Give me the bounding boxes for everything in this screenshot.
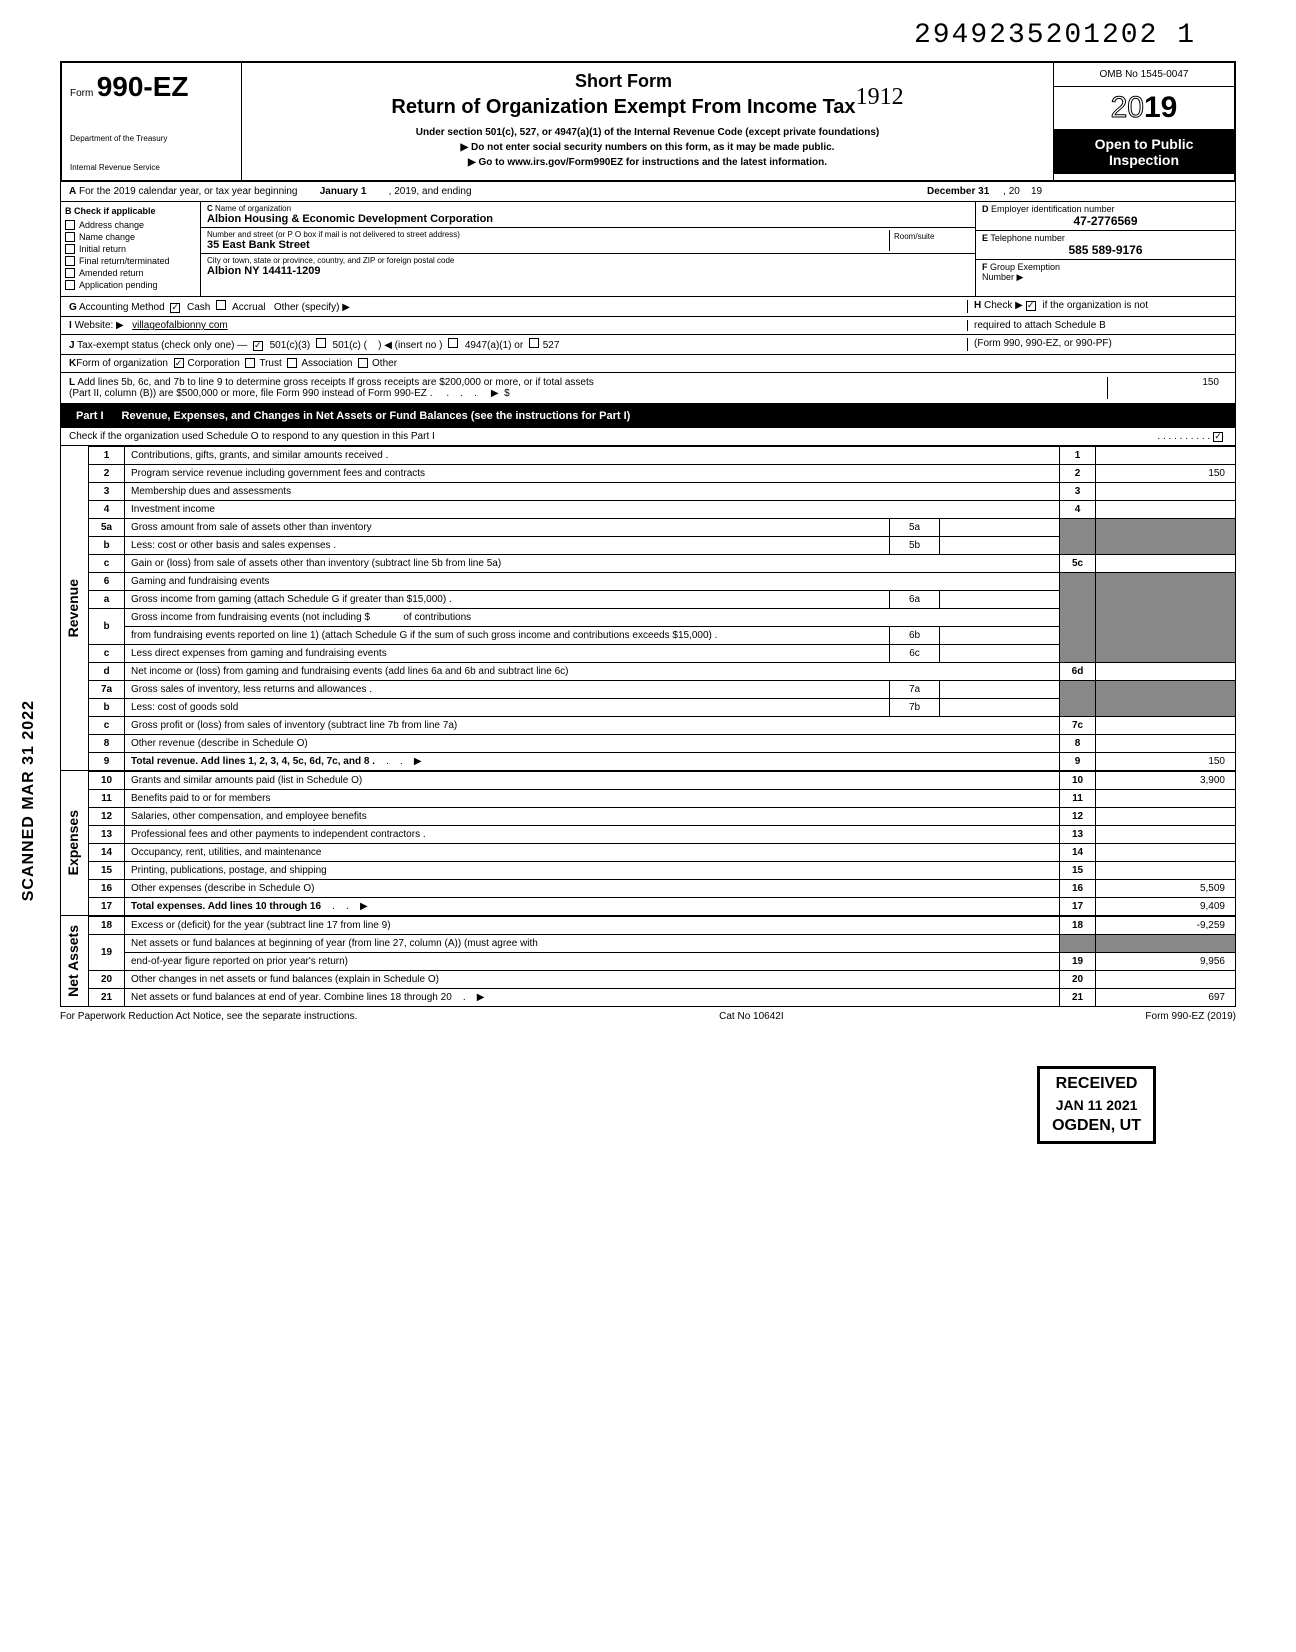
return-title: Return of Organization Exempt From Incom… <box>391 96 855 119</box>
netassets-label: Net Assets <box>63 921 87 1001</box>
received-stamp: RECEIVED JAN 11 2021 OGDEN, UT <box>1037 1066 1156 1144</box>
open-public-1: Open to Public <box>1060 136 1228 152</box>
chk-assoc[interactable] <box>287 358 297 368</box>
tax-year: 2019 <box>1054 87 1234 130</box>
chk-initial-return[interactable] <box>65 244 75 254</box>
form-number: 990-EZ <box>97 71 189 102</box>
scanned-stamp: SCANNED MAR 31 2022 <box>20 700 38 901</box>
room-suite: Room/suite <box>889 230 969 251</box>
revenue-table: 1Contributions, gifts, grants, and simil… <box>88 446 1236 771</box>
chk-501c[interactable] <box>316 338 326 348</box>
website: villageofalbionny com <box>132 320 228 331</box>
handwritten-note: 1912 <box>856 84 904 111</box>
row-g-h: G Accounting Method ✓ Cash Accrual Other… <box>60 297 1236 317</box>
phone: 585 589-9176 <box>982 243 1229 257</box>
row-a: A For the 2019 calendar year, or tax yea… <box>60 182 1236 202</box>
chk-amended[interactable] <box>65 268 75 278</box>
netassets-table: 18Excess or (deficit) for the year (subt… <box>88 916 1236 1007</box>
line-16-amt: 5,509 <box>1096 880 1236 898</box>
chk-name-change[interactable] <box>65 232 75 242</box>
chk-schedule-o[interactable]: ✓ <box>1213 432 1223 442</box>
chk-h[interactable]: ✓ <box>1026 301 1036 311</box>
short-form-label: Short Form <box>391 71 855 92</box>
expenses-label: Expenses <box>63 806 87 879</box>
form-header: Form 990-EZ Department of the Treasury I… <box>60 61 1236 182</box>
chk-accrual[interactable] <box>216 300 226 310</box>
chk-501c3[interactable]: ✓ <box>253 341 263 351</box>
line-10-amt: 3,900 <box>1096 772 1236 790</box>
line-l-amount: 150 <box>1107 377 1227 399</box>
chk-cash[interactable]: ✓ <box>170 303 180 313</box>
chk-trust[interactable] <box>245 358 255 368</box>
part-1-sub: Check if the organization used Schedule … <box>60 428 1236 446</box>
dept-treasury: Department of the Treasury <box>70 134 233 143</box>
revenue-label: Revenue <box>63 575 87 641</box>
org-address: 35 East Bank Street <box>207 239 889 251</box>
line-19-amt: 9,956 <box>1096 953 1236 971</box>
open-public-2: Inspection <box>1060 152 1228 168</box>
line-2-amt: 150 <box>1096 465 1236 483</box>
chk-corp[interactable]: ✓ <box>174 358 184 368</box>
line-21-amt: 697 <box>1096 989 1236 1007</box>
section-bcdef: B Check if applicable Address change Nam… <box>60 202 1236 297</box>
chk-other-org[interactable] <box>358 358 368 368</box>
do-not-enter: ▶ Do not enter social security numbers o… <box>250 142 1045 153</box>
dept-irs: Internal Revenue Service <box>70 163 233 172</box>
chk-address-change[interactable] <box>65 220 75 230</box>
goto-line: ▶ Go to www.irs.gov/Form990EZ for instru… <box>250 157 1045 168</box>
part-1-header: Part I Revenue, Expenses, and Changes in… <box>60 404 1236 428</box>
chk-pending[interactable] <box>65 280 75 290</box>
row-k: K Form of organization ✓ Corporation Tru… <box>60 355 1236 373</box>
ein: 47-2776569 <box>982 214 1229 228</box>
chk-527[interactable] <box>529 338 539 348</box>
page-footer: For Paperwork Reduction Act Notice, see … <box>60 1007 1236 1026</box>
document-number: 2949235201202 1 <box>60 20 1236 51</box>
line-18-amt: -9,259 <box>1096 917 1236 935</box>
line-9-amt: 150 <box>1096 753 1236 771</box>
under-section: Under section 501(c), 527, or 4947(a)(1)… <box>250 127 1045 138</box>
row-l: L Add lines 5b, 6c, and 7b to line 9 to … <box>60 373 1236 404</box>
chk-final-return[interactable] <box>65 256 75 266</box>
org-city: Albion NY 14411-1209 <box>207 265 969 277</box>
omb-number: OMB No 1545-0047 <box>1054 63 1234 87</box>
chk-4947[interactable] <box>448 338 458 348</box>
line-17-amt: 9,409 <box>1096 898 1236 916</box>
row-j: J Tax-exempt status (check only one) — ✓… <box>60 335 1236 355</box>
org-name: Albion Housing & Economic Development Co… <box>207 213 969 225</box>
form-label: Form <box>70 88 93 99</box>
row-i: I Website: ▶ villageofalbionny com requi… <box>60 317 1236 335</box>
expenses-table: 10Grants and similar amounts paid (list … <box>88 771 1236 916</box>
